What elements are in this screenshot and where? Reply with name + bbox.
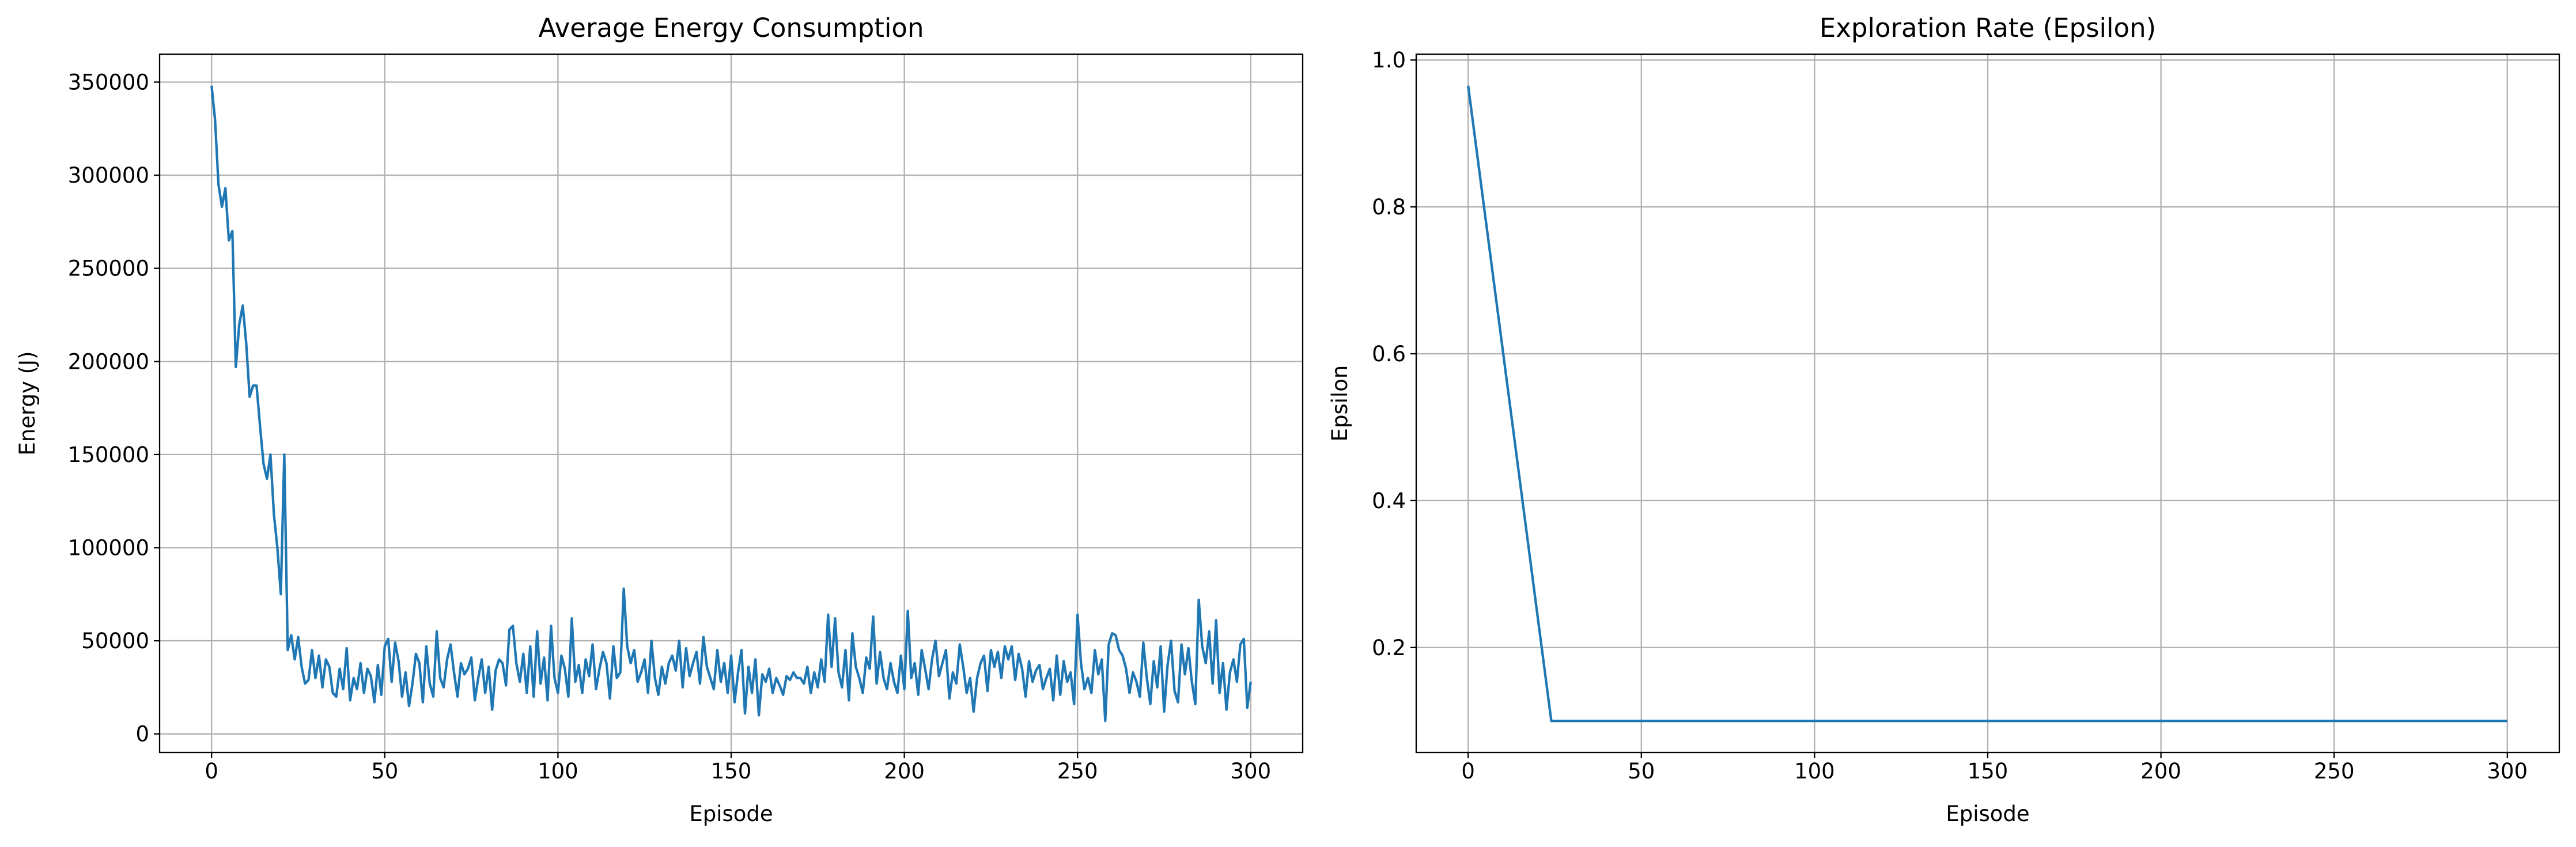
x-tick-label: 0 xyxy=(1461,759,1475,784)
y-tick-label: 150000 xyxy=(68,443,149,467)
y-tick-label: 0.8 xyxy=(1372,195,1406,220)
y-tick-label: 0.6 xyxy=(1372,342,1406,366)
data-line xyxy=(210,85,1252,723)
x-tick-label: 150 xyxy=(1968,759,2008,784)
x-axis-label: Episode xyxy=(689,801,773,826)
x-tick-label: 150 xyxy=(711,759,752,784)
chart-title: Exploration Rate (Epsilon) xyxy=(1820,13,2156,43)
y-tick-label: 0.4 xyxy=(1372,489,1406,513)
x-tick-label: 50 xyxy=(1628,759,1655,784)
x-tick-label: 200 xyxy=(2140,759,2181,784)
y-tick-label: 0.2 xyxy=(1372,636,1406,660)
y-tick-label: 1.0 xyxy=(1372,48,1406,73)
x-tick-label: 300 xyxy=(1231,759,1272,784)
y-axis-label: Epsilon xyxy=(1327,365,1352,442)
y-tick-label: 50000 xyxy=(81,629,149,653)
x-axis-label: Episode xyxy=(1946,801,2029,826)
chart-title: Average Energy Consumption xyxy=(539,13,924,43)
x-tick-label: 250 xyxy=(2314,759,2355,784)
x-tick-label: 300 xyxy=(2487,759,2528,784)
y-axis-label: Energy (J) xyxy=(15,351,40,455)
x-tick-label: 0 xyxy=(205,759,218,784)
y-tick-label: 300000 xyxy=(68,163,149,188)
y-tick-label: 350000 xyxy=(68,70,149,94)
x-tick-label: 100 xyxy=(538,759,578,784)
axes-frame xyxy=(1415,53,2560,754)
x-tick-label: 100 xyxy=(1794,759,1835,784)
x-tick-label: 200 xyxy=(884,759,925,784)
axes-frame xyxy=(158,53,1304,754)
y-tick-label: 100000 xyxy=(68,535,149,560)
y-tick-label: 200000 xyxy=(68,349,149,374)
y-tick-label: 250000 xyxy=(68,256,149,281)
y-tick-label: 0 xyxy=(135,722,149,747)
x-tick-label: 250 xyxy=(1057,759,1098,784)
x-tick-label: 50 xyxy=(371,759,398,784)
data-line xyxy=(1467,85,2507,723)
